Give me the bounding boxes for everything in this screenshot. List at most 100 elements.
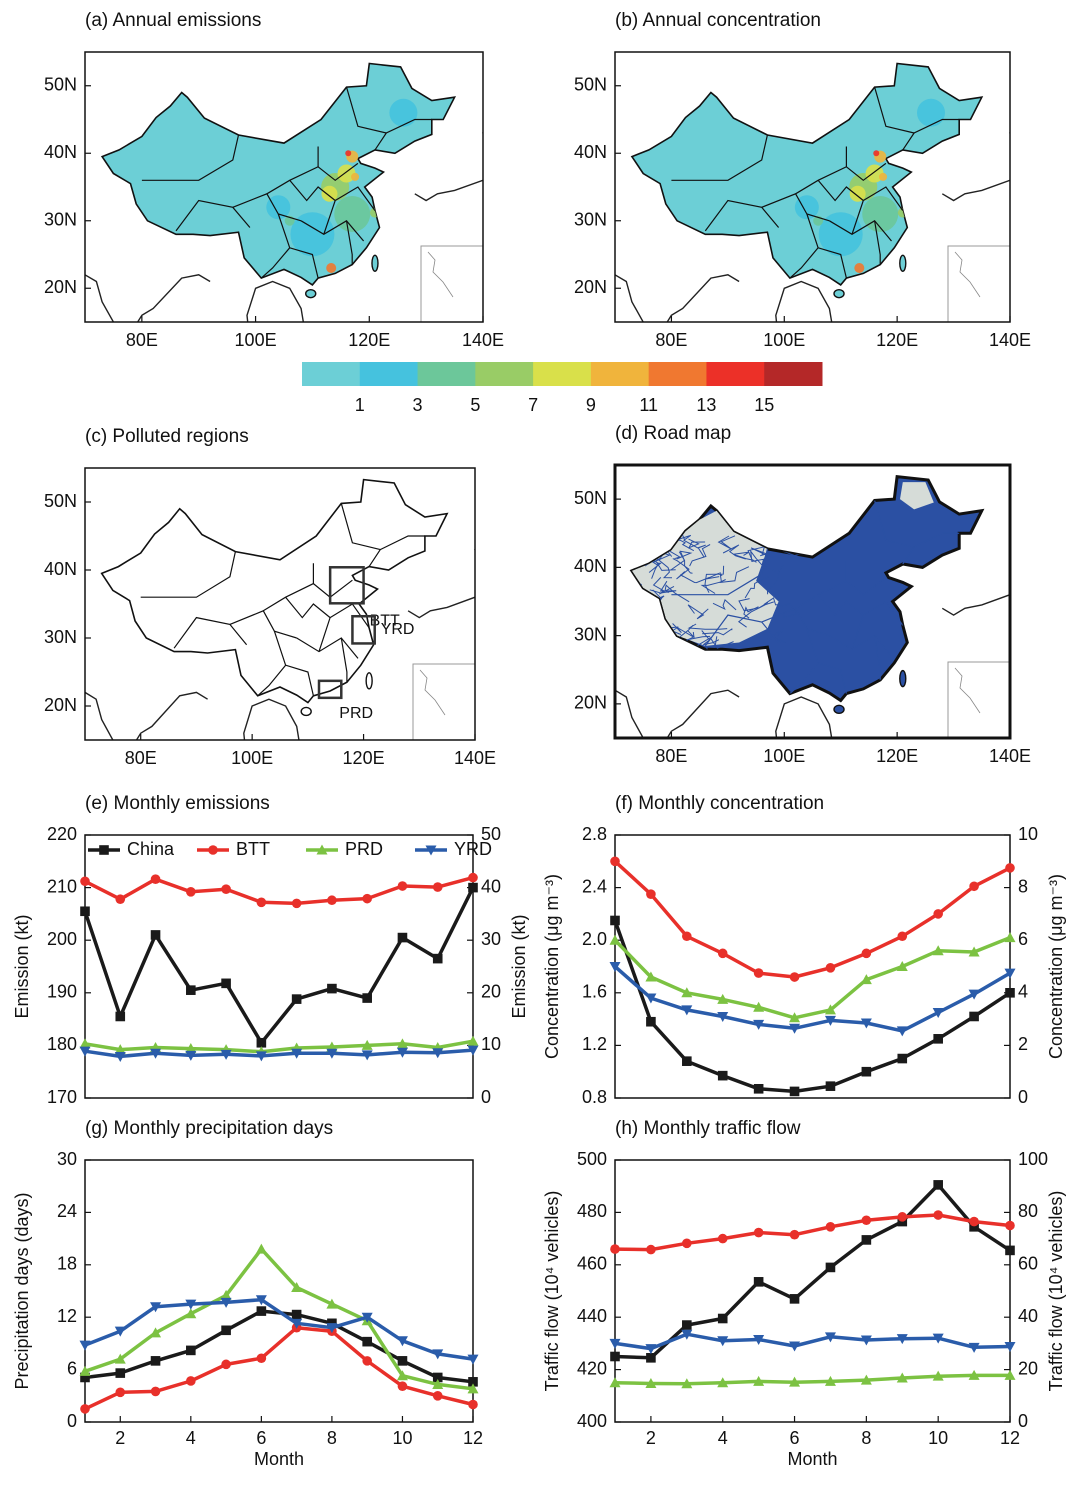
y-tick-label: 20N [44,695,77,715]
y-tick-label: 460 [577,1254,607,1274]
marker [433,954,443,964]
marker [897,1054,907,1064]
y2-tick-label: 60 [1018,1254,1038,1274]
marker [718,1314,728,1324]
marker [80,1404,90,1414]
y-tick-label: 20N [574,277,607,297]
marker [221,1360,231,1370]
y2-tick-label: 6 [1018,929,1028,949]
x-tick-label: 4 [718,1428,728,1448]
marker [257,898,267,908]
marker [257,1353,267,1363]
hotspot [917,99,945,127]
plot-frame [615,835,1010,1098]
region-label: YRD [381,621,415,638]
marker [80,876,90,886]
marker [862,949,872,959]
marker [398,881,408,891]
colorbar-label: 11 [639,395,658,415]
x-tick-label: 4 [186,1428,196,1448]
x-tick-label: 12 [463,1428,483,1448]
y-tick-label: 30N [44,627,77,647]
y-tick-label: 200 [47,929,77,949]
marker [468,1400,478,1410]
marker [826,1222,836,1232]
y-tick-label: 0 [67,1411,77,1431]
island [366,673,372,689]
marker [1005,932,1016,942]
marker [862,1235,872,1245]
x-tick-label: 12 [1000,1428,1020,1448]
colorbar-label: 5 [470,395,480,415]
y2-axis-label: Emission (kt) [509,914,529,1018]
y-tick-label: 20N [44,277,77,297]
marker [933,909,943,919]
marker [292,899,302,909]
y-tick-label: 210 [47,876,77,896]
figure: (a) Annual emissions80E100E120E140E20N30… [0,0,1073,1485]
y-tick-label: 400 [577,1411,607,1431]
x-tick-label: 80E [126,330,158,350]
marker [682,931,692,941]
marker [646,1353,656,1363]
y-tick-label: 50N [44,75,77,95]
series-line [615,1375,1010,1383]
x-tick-label: 140E [989,746,1031,766]
panel-title: (g) Monthly precipitation days [85,1118,333,1139]
x-tick-label: 8 [861,1428,871,1448]
y-tick-label: 480 [577,1201,607,1221]
marker [468,873,478,883]
x-tick-label: 140E [989,330,1031,350]
coastline [241,699,302,787]
y-tick-label: 12 [57,1306,77,1326]
marker [292,1310,302,1320]
legend-label: YRD [454,839,492,859]
y-tick-label: 40N [574,556,607,576]
y2-tick-label: 10 [481,1034,501,1054]
marker [826,1263,836,1273]
marker [327,984,337,994]
y-tick-label: 1.6 [582,982,607,1002]
series-line [615,967,1010,1031]
hotspot [321,186,337,202]
sparse-area [632,511,779,646]
marker [292,994,302,1004]
x-tick-label: 120E [876,330,918,350]
marker [221,979,231,989]
marker [115,1388,125,1398]
y-tick-label: 2.0 [582,929,607,949]
inset [421,246,483,322]
color-bin [591,362,649,386]
marker [933,1034,943,1044]
legend-marker [208,845,218,855]
marker [754,968,764,978]
plot-frame [85,1160,473,1422]
y-tick-label: 170 [47,1087,77,1107]
y2-tick-label: 4 [1018,982,1028,1002]
y2-tick-label: 0 [1018,1087,1028,1107]
x-tick-label: 6 [790,1428,800,1448]
marker [80,906,90,916]
y-tick-label: 440 [577,1306,607,1326]
road [621,631,650,639]
y-tick-label: 180 [47,1034,77,1054]
marker [80,1341,91,1351]
y2-tick-label: 0 [481,1087,491,1107]
hotspot [334,196,370,232]
marker [933,1180,943,1190]
coastline [244,282,307,370]
series-line [615,861,1010,977]
marker [362,894,372,904]
marker [257,1306,267,1316]
road [619,603,647,613]
hotspot [345,150,351,156]
panel-title: (d) Road map [615,423,731,444]
series-line [615,1215,1010,1250]
hotspot [879,173,887,181]
coastline [773,282,835,370]
marker [610,1244,620,1254]
panel-title: (h) Monthly traffic flow [615,1118,801,1139]
y2-tick-label: 2 [1018,1034,1028,1054]
marker [969,881,979,891]
x-tick-label: 2 [646,1428,656,1448]
